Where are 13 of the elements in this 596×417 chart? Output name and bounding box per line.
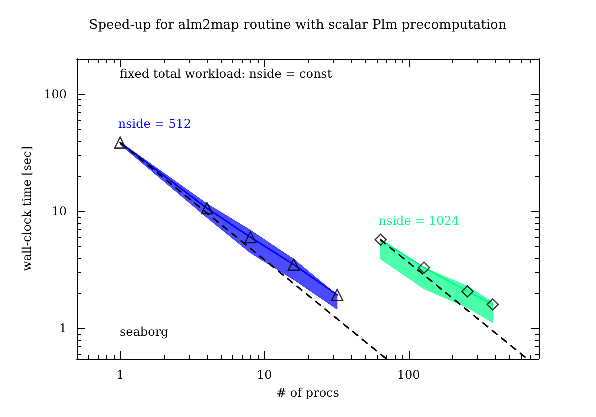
x-axis-title: # of procs (276, 386, 340, 400)
series-label: nside = 1024 (378, 214, 460, 228)
x-tick-label: 10 (256, 368, 272, 382)
series-label: nside = 512 (118, 116, 192, 131)
y-axis-title: wall-clock time [sec] (20, 146, 34, 272)
annotation: seaborg (120, 325, 170, 339)
y-tick-label: 1 (59, 322, 67, 336)
annotation: fixed total workload: nside = const (120, 67, 332, 81)
x-tick-label: 100 (397, 368, 420, 382)
y-tick-label: 100 (44, 87, 67, 102)
x-tick-label: 1 (116, 368, 124, 382)
chart-title: Speed-up for alm2map routine with scalar Plm precomputation (89, 18, 508, 33)
y-tick-label: 10 (52, 204, 67, 218)
